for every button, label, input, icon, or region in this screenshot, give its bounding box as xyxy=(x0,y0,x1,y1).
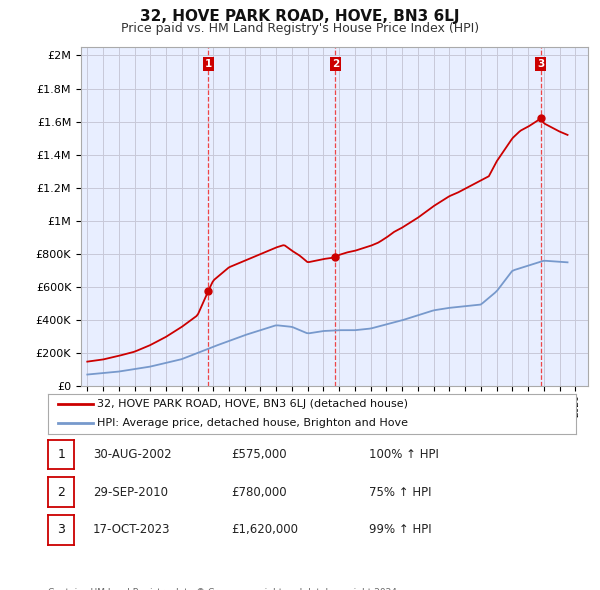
Text: 2: 2 xyxy=(332,59,339,69)
Text: 2: 2 xyxy=(57,486,65,499)
Text: HPI: Average price, detached house, Brighton and Hove: HPI: Average price, detached house, Brig… xyxy=(97,418,407,428)
Text: 32, HOVE PARK ROAD, HOVE, BN3 6LJ (detached house): 32, HOVE PARK ROAD, HOVE, BN3 6LJ (detac… xyxy=(97,399,407,409)
Text: 1: 1 xyxy=(205,59,212,69)
Text: £1,620,000: £1,620,000 xyxy=(231,523,298,536)
Text: £575,000: £575,000 xyxy=(231,448,287,461)
Text: 32, HOVE PARK ROAD, HOVE, BN3 6LJ: 32, HOVE PARK ROAD, HOVE, BN3 6LJ xyxy=(140,9,460,24)
Text: 17-OCT-2023: 17-OCT-2023 xyxy=(93,523,170,536)
Text: 3: 3 xyxy=(537,59,544,69)
Text: Price paid vs. HM Land Registry's House Price Index (HPI): Price paid vs. HM Land Registry's House … xyxy=(121,22,479,35)
Text: £780,000: £780,000 xyxy=(231,486,287,499)
Text: 99% ↑ HPI: 99% ↑ HPI xyxy=(369,523,431,536)
Text: Contains HM Land Registry data © Crown copyright and database right 2024.
This d: Contains HM Land Registry data © Crown c… xyxy=(48,588,400,590)
Text: 3: 3 xyxy=(57,523,65,536)
Text: 29-SEP-2010: 29-SEP-2010 xyxy=(93,486,168,499)
Text: 100% ↑ HPI: 100% ↑ HPI xyxy=(369,448,439,461)
Text: 75% ↑ HPI: 75% ↑ HPI xyxy=(369,486,431,499)
Text: 1: 1 xyxy=(57,448,65,461)
Text: 30-AUG-2002: 30-AUG-2002 xyxy=(93,448,172,461)
